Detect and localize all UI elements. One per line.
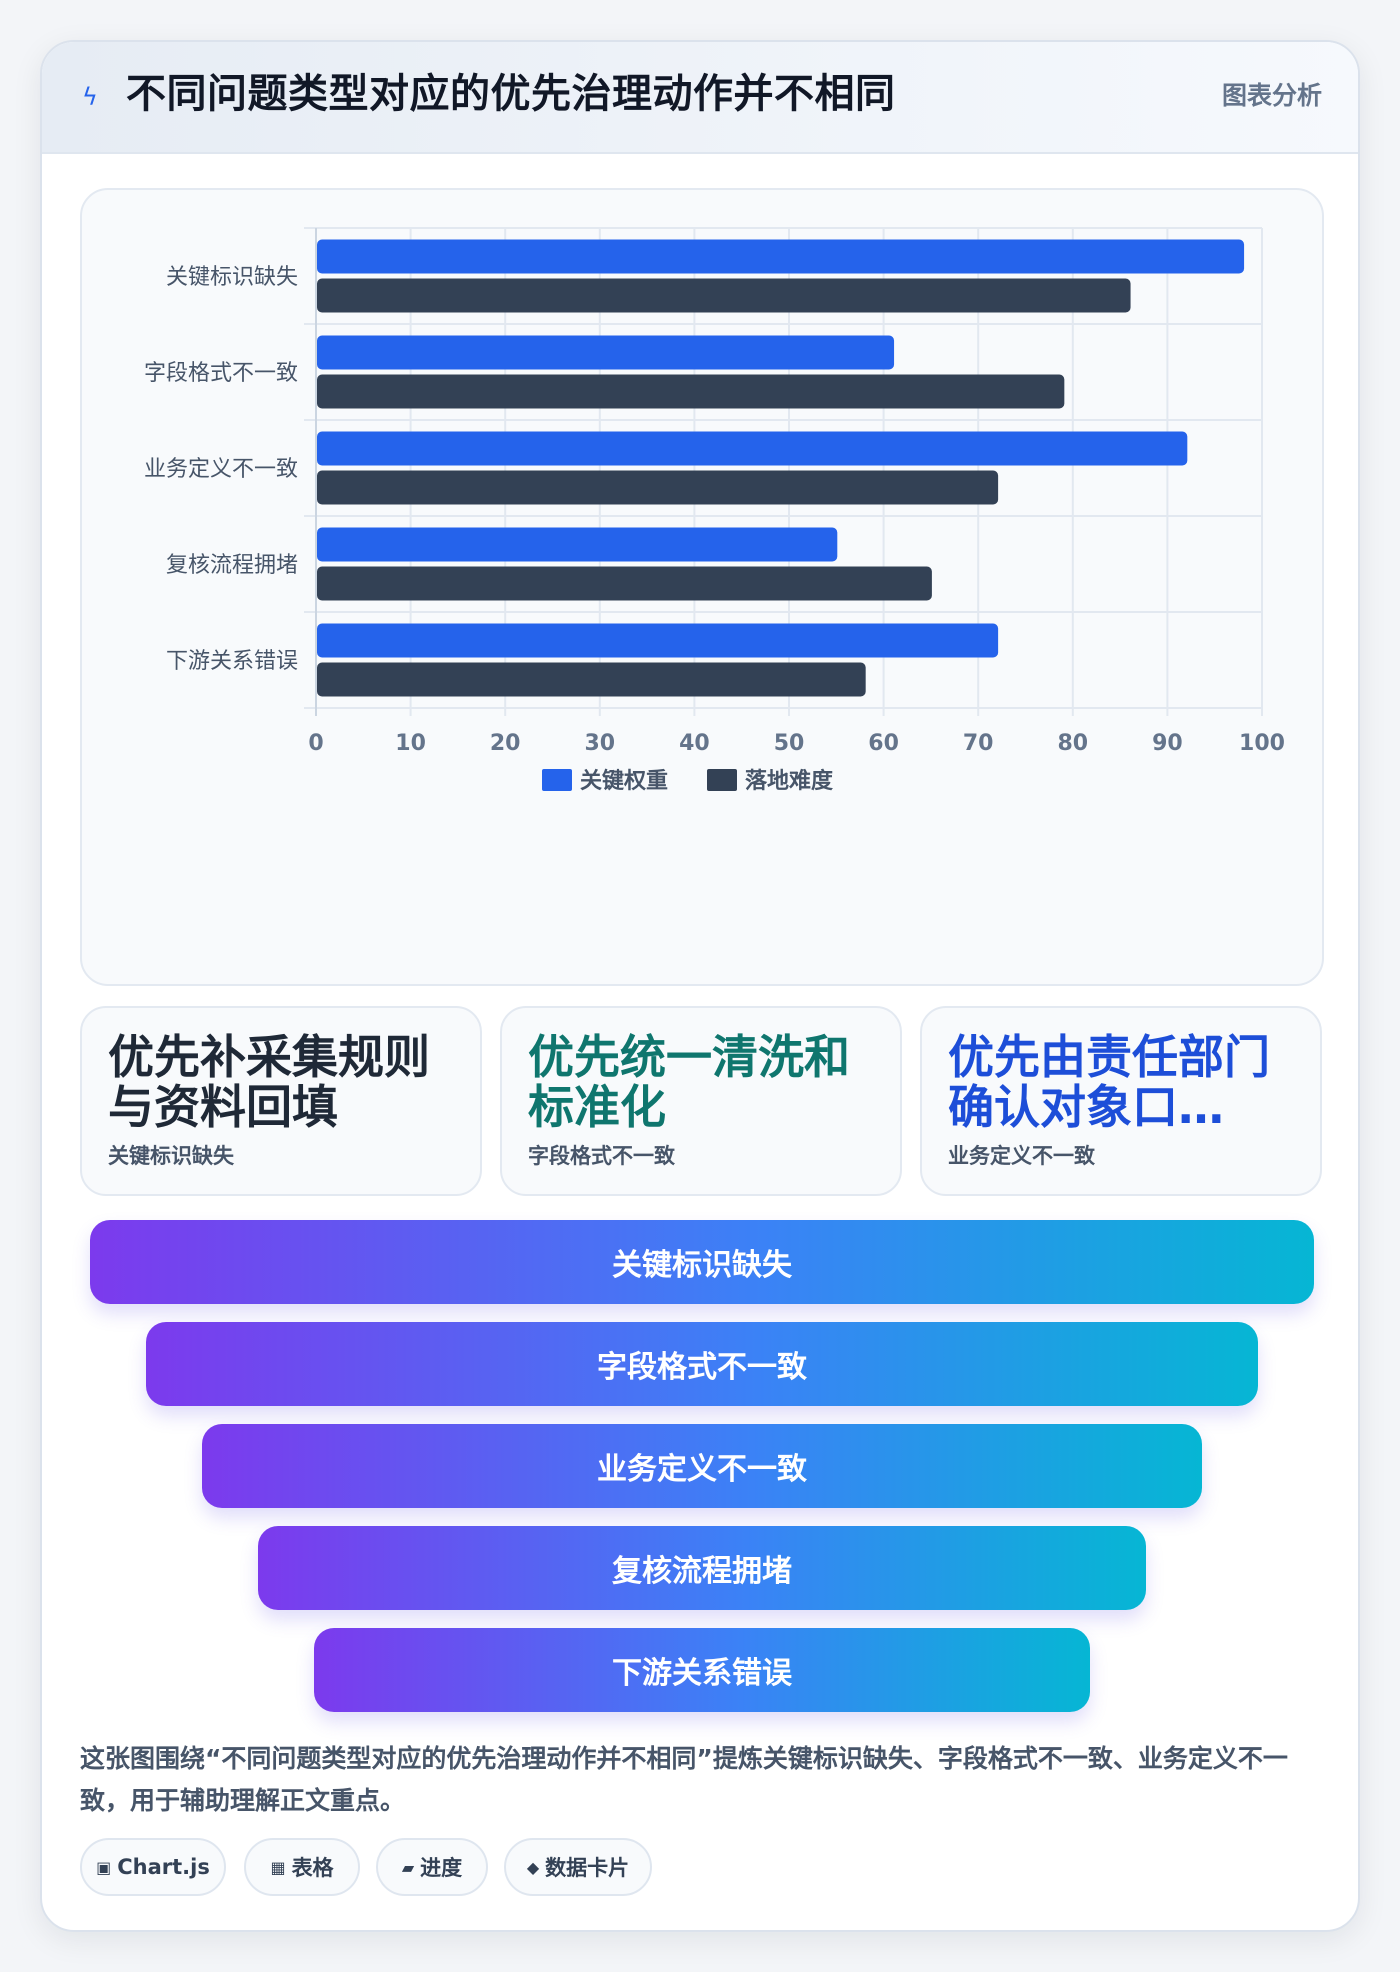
chart-card: ϟ 不同问题类型对应的优先治理动作并不相同 图表分析 0 10 20 30 40 50 60…: [40, 40, 1360, 1932]
x-tick-label: 100: [1239, 731, 1285, 756]
bar-weight: [317, 239, 1245, 274]
x-tick-label: 30: [584, 731, 615, 756]
legend-label: 落地难度: [745, 768, 834, 794]
action-card-category: 业务定义不一致: [948, 1144, 1095, 1168]
category-label: 字段格式不一致: [144, 361, 298, 386]
bar-chart-panel: 0 10 20 30 40 50 60 70 80 90 100 关键标识缺失字段格式不一致 业务定义不…: [80, 188, 1324, 986]
chart-icon: ▣: [96, 1857, 112, 1877]
x-tick-label: 0: [308, 731, 323, 756]
category-label: 复核流程拥堵: [166, 553, 298, 578]
chip-label: 表格: [291, 1856, 334, 1880]
action-card-text: 优先统一清洗和标准化: [528, 1032, 850, 1134]
bar-difficulty: [317, 374, 1065, 409]
action-card-text: 优先由责任部门确认对象口…: [948, 1032, 1270, 1134]
x-tick-label: 70: [963, 731, 994, 756]
bar-difficulty: [317, 278, 1131, 313]
action-cards: 优先补采集规则与资料回填 关键标识缺失 优先统一清洗和标准化 字段格式不一致 优…: [80, 1006, 1324, 1196]
bar-difficulty: [317, 566, 932, 601]
category-label: 业务定义不一致: [144, 457, 298, 482]
legend-label: 关键权重: [580, 768, 668, 794]
x-tick-label: 80: [1057, 731, 1088, 756]
action-card-3: 优先由责任部门确认对象口… 业务定义不一致: [920, 1006, 1322, 1196]
legend-swatch: [707, 769, 737, 791]
table-icon: ▦: [270, 1857, 286, 1877]
x-tick-label: 90: [1152, 731, 1183, 756]
funnel-bar: 复核流程拥堵: [258, 1526, 1146, 1610]
bar-weight: [317, 431, 1188, 466]
x-tick-label: 60: [868, 731, 899, 756]
bar-chart: 0 10 20 30 40 50 60 70 80 90 100 关键标识缺失字段格式不一致业务定义不…: [144, 227, 1285, 794]
funnel-bar: 关键标识缺失: [90, 1220, 1314, 1304]
category-label: 下游关系错误: [166, 649, 298, 674]
chart-analysis-tag: 图表分析: [1221, 81, 1322, 110]
x-tick-label: 10: [395, 731, 426, 756]
chip-label: Chart.js: [117, 1855, 210, 1879]
chip-chartjs[interactable]: ▣ Chart.js: [80, 1838, 226, 1896]
funnel-bar: 字段格式不一致: [146, 1322, 1258, 1406]
action-card-category: 字段格式不一致: [528, 1144, 675, 1168]
bar-weight: [317, 335, 895, 370]
x-tick-label: 40: [679, 731, 710, 756]
x-tick-label: 20: [490, 731, 521, 756]
progress-icon: ▰: [401, 1857, 415, 1877]
action-card-category: 关键标识缺失: [108, 1144, 234, 1168]
funnel-bar: 下游关系错误: [314, 1628, 1090, 1712]
chip-label: 数据卡片: [545, 1856, 630, 1880]
action-card-text: 优先补采集规则与资料回填: [108, 1032, 430, 1134]
lightning-icon: ϟ: [82, 83, 98, 111]
funnel-bar: 业务定义不一致: [202, 1424, 1202, 1508]
category-label: 关键标识缺失: [166, 265, 298, 290]
action-card-2: 优先统一清洗和标准化 字段格式不一致: [500, 1006, 902, 1196]
description-text: 这张图围绕“不同问题类型对应的优先治理动作并不相同”提炼关键标识缺失、字段格式不…: [80, 1744, 1288, 1815]
bar-difficulty: [317, 662, 866, 697]
page-title: 不同问题类型对应的优先治理动作并不相同: [126, 71, 896, 117]
diamond-icon: ◆: [526, 1857, 540, 1877]
chip-table[interactable]: ▦ 表格: [244, 1838, 360, 1896]
action-card-1: 优先补采集规则与资料回填 关键标识缺失: [80, 1006, 482, 1196]
chip-label: 进度: [420, 1856, 463, 1880]
bar-weight: [317, 623, 999, 658]
x-tick-label: 50: [774, 731, 805, 756]
card-header: ϟ 不同问题类型对应的优先治理动作并不相同 图表分析: [42, 42, 1358, 154]
bar-difficulty: [317, 470, 999, 505]
legend-swatch: [542, 769, 572, 791]
chip-progress[interactable]: ▰ 进度: [376, 1838, 488, 1896]
bar-weight: [317, 527, 838, 562]
chip-data-card[interactable]: ◆ 数据卡片: [504, 1838, 652, 1896]
